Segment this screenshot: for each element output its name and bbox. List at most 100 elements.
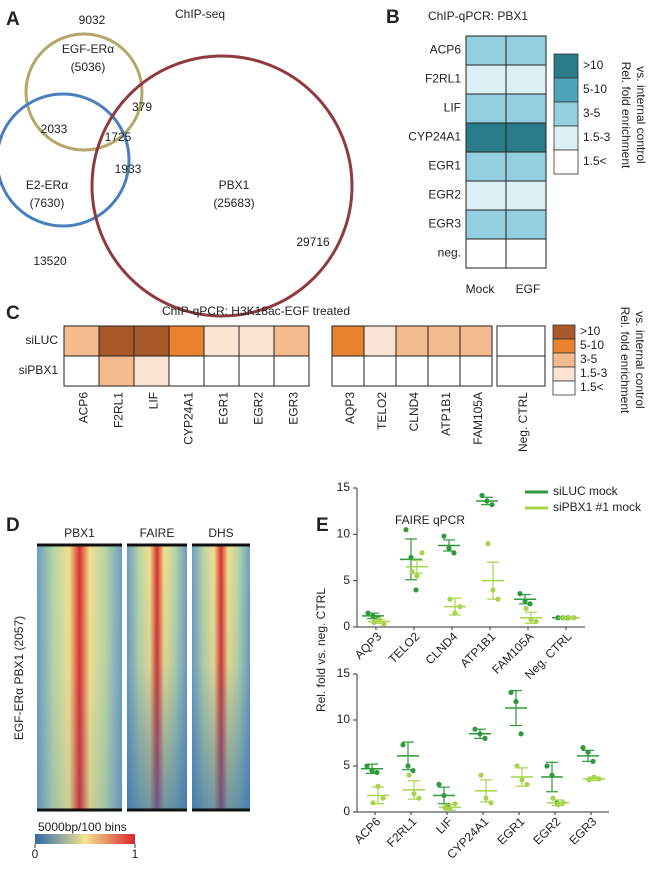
cell: [238, 325, 275, 357]
cell: [427, 325, 461, 357]
column-label: Mock: [466, 282, 496, 296]
point: [400, 742, 406, 748]
x-tick-label: AQP3: [352, 629, 385, 662]
point: [488, 800, 494, 806]
column-label: FAIRE: [140, 526, 175, 540]
point: [403, 527, 409, 533]
cell: [63, 355, 100, 387]
x-tick-label: ACP6: [351, 814, 383, 846]
title: ChIP-qPCR: H3K18ac-EGF treated: [162, 304, 350, 318]
y-tick-label: 5: [343, 573, 350, 587]
x-tick-label: EGR3: [566, 814, 599, 847]
column-label: AQP3: [343, 392, 357, 424]
point: [380, 795, 386, 801]
cell: [395, 325, 429, 357]
cell: [133, 325, 170, 357]
row-label: ACP6: [430, 43, 462, 57]
legend-label: 1.5<: [580, 380, 604, 394]
column-label: DHS: [208, 526, 233, 540]
title: FAIRE qPCR: [395, 513, 465, 527]
point: [441, 533, 447, 539]
row-label: F2RL1: [425, 72, 461, 86]
legend-label: 5-10: [583, 82, 607, 96]
legend-label: >10: [580, 324, 601, 338]
point: [580, 745, 586, 751]
legend-swatch: [552, 380, 576, 396]
column-label: EGR2: [252, 392, 266, 425]
column-label: PBX1: [64, 526, 95, 540]
colorbar-tick-label: 0: [32, 847, 39, 861]
set-total: 29716: [296, 235, 330, 249]
column-label: ATP1B1: [439, 392, 453, 436]
legend-swatch: [553, 77, 579, 103]
column-label: EGR3: [287, 392, 301, 425]
cell: [505, 122, 547, 153]
y-label: EGF-ERα PBX1 (2057): [12, 616, 26, 740]
cell: [168, 325, 205, 357]
overlap-count: 1725: [105, 130, 132, 144]
y-tick-label: 0: [343, 619, 350, 633]
cell: [505, 64, 547, 95]
column-label: F2RL1: [112, 392, 126, 428]
cell: [395, 355, 429, 387]
point: [523, 605, 529, 612]
row-label: neg.: [438, 246, 461, 260]
cell: [363, 355, 397, 387]
y-label: Rel. fold vs. neg. CTRL: [314, 588, 328, 712]
point: [406, 772, 412, 778]
row-label: LIF: [444, 101, 461, 115]
heatmap-shade: [127, 545, 187, 810]
panel-label: B: [386, 7, 400, 28]
colorbar-label: 5000bp/100 bins: [38, 820, 127, 834]
point: [419, 550, 425, 556]
legend-label: 3-5: [580, 352, 598, 366]
cell: [273, 325, 310, 357]
legend-title: Rel. fold enrichment: [618, 307, 632, 414]
cell: [427, 355, 461, 387]
legend-swatch: [553, 149, 579, 175]
cell: [496, 355, 546, 387]
y-tick-label: 15: [337, 480, 351, 494]
point: [478, 772, 484, 778]
title: ChIP-qPCR: PBX1: [428, 9, 528, 23]
column-label: CLND4: [407, 392, 421, 432]
legend-swatch: [552, 366, 576, 382]
cell: [273, 355, 310, 387]
point: [518, 731, 524, 737]
cell: [505, 180, 547, 211]
cell: [505, 209, 547, 240]
venn-circle: [90, 54, 354, 318]
column-label: CYP24A1: [182, 392, 196, 445]
y-tick-label: 15: [337, 666, 351, 680]
legend-swatch: [553, 53, 579, 79]
column-label: Neg. CTRL: [516, 392, 530, 452]
cell: [496, 325, 546, 357]
set-total: 9032: [79, 13, 106, 27]
cell: [505, 238, 547, 269]
legend-swatch: [553, 125, 579, 151]
point: [452, 801, 458, 807]
x-tick-label: EGR2: [530, 814, 563, 847]
set-count: (7630): [30, 196, 65, 210]
cell: [465, 209, 507, 240]
column-label: ACP6: [77, 392, 91, 424]
heatmap-shade: [37, 545, 122, 810]
point: [485, 541, 491, 547]
cell: [505, 35, 547, 66]
cell: [465, 151, 507, 182]
legend-label: >10: [583, 58, 604, 72]
set-total: 13520: [33, 254, 67, 268]
legend-label: siPBX1 #1 mock: [553, 500, 642, 514]
overlap-count: 2033: [41, 122, 68, 136]
y-tick-label: 10: [337, 527, 351, 541]
legend-label: 1.5-3: [580, 366, 608, 380]
colorbar-tick-label: 1: [132, 847, 139, 861]
venn-circle: [24, 32, 144, 152]
legend-title: vs. internal control: [634, 66, 648, 163]
y-tick-label: 10: [337, 712, 351, 726]
cell: [331, 325, 365, 357]
x-tick-label: EGR1: [494, 814, 527, 847]
legend-label: 5-10: [580, 338, 604, 352]
legend-title: Rel. fold enrichment: [619, 62, 633, 169]
cell: [203, 355, 240, 387]
